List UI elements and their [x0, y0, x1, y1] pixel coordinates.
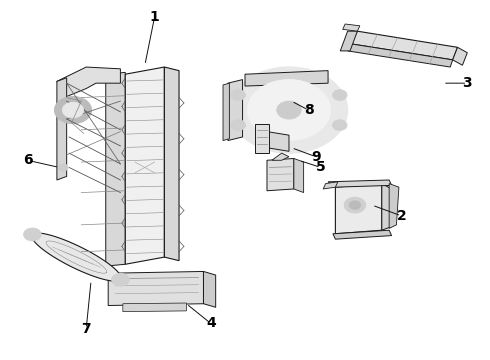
Polygon shape	[267, 132, 289, 151]
Polygon shape	[294, 158, 304, 193]
Text: 4: 4	[206, 316, 216, 330]
Polygon shape	[335, 184, 382, 234]
Polygon shape	[255, 125, 270, 153]
Polygon shape	[340, 31, 357, 51]
Circle shape	[332, 90, 347, 100]
Polygon shape	[164, 67, 179, 261]
Polygon shape	[389, 184, 399, 228]
Text: 2: 2	[396, 209, 406, 223]
Polygon shape	[32, 233, 121, 281]
Text: 5: 5	[316, 161, 326, 175]
Polygon shape	[333, 230, 392, 239]
Circle shape	[349, 201, 361, 210]
Circle shape	[54, 96, 92, 124]
Polygon shape	[245, 71, 328, 86]
Polygon shape	[347, 44, 453, 67]
Circle shape	[112, 273, 129, 286]
Polygon shape	[453, 47, 467, 65]
Text: 1: 1	[150, 10, 159, 24]
Polygon shape	[223, 83, 229, 140]
Polygon shape	[108, 271, 203, 306]
Polygon shape	[57, 78, 67, 180]
Polygon shape	[123, 303, 186, 312]
Polygon shape	[203, 271, 216, 307]
Polygon shape	[125, 67, 164, 264]
Circle shape	[62, 102, 84, 118]
Circle shape	[231, 90, 245, 100]
Polygon shape	[343, 24, 360, 31]
Polygon shape	[267, 158, 294, 191]
Text: 3: 3	[463, 76, 472, 90]
Circle shape	[332, 120, 347, 131]
Polygon shape	[106, 72, 125, 266]
Polygon shape	[228, 80, 243, 140]
Polygon shape	[350, 31, 458, 60]
Polygon shape	[328, 180, 392, 187]
Circle shape	[231, 120, 245, 131]
Circle shape	[277, 101, 301, 119]
Text: 7: 7	[81, 322, 91, 336]
Polygon shape	[323, 182, 338, 189]
Polygon shape	[57, 67, 121, 98]
Circle shape	[58, 164, 68, 171]
Text: 8: 8	[304, 103, 314, 117]
Text: 9: 9	[311, 150, 320, 164]
Text: 6: 6	[23, 153, 32, 167]
Circle shape	[344, 197, 366, 213]
Circle shape	[24, 228, 41, 241]
Circle shape	[230, 67, 347, 153]
Polygon shape	[272, 153, 289, 160]
Polygon shape	[382, 184, 392, 230]
Circle shape	[247, 80, 331, 140]
